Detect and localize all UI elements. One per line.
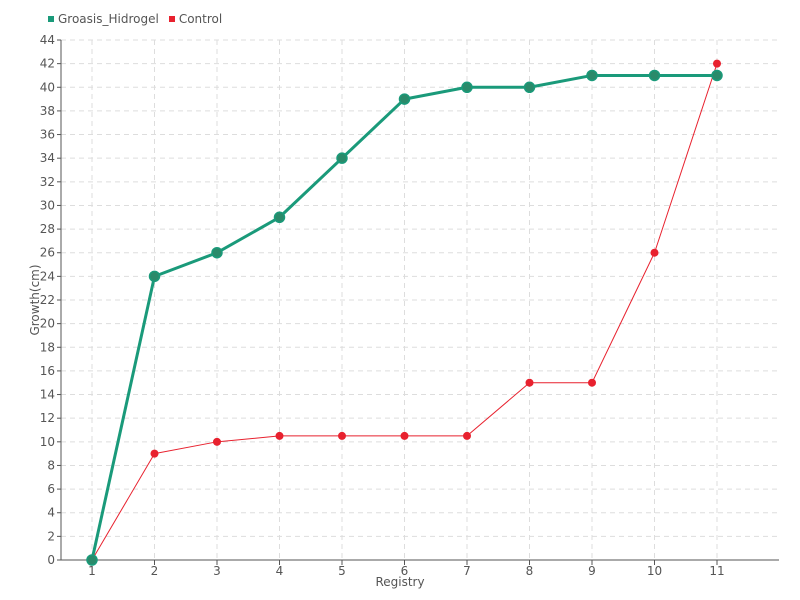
data-point-groasis[interactable] [86, 554, 98, 566]
y-tick-label: 40 [40, 80, 55, 94]
data-point-groasis[interactable] [273, 211, 286, 224]
data-point-control[interactable] [400, 431, 409, 440]
y-tick-label: 42 [40, 57, 55, 71]
data-point-control[interactable] [338, 431, 346, 440]
chart-legend: Groasis_Hidrogel Control [48, 12, 222, 26]
y-tick-label: 14 [40, 388, 55, 402]
y-axis-label: Growth(cm) [28, 264, 42, 335]
y-tick-label: 24 [40, 269, 55, 283]
x-tick-label: 2 [151, 564, 159, 578]
legend-swatch-groasis [48, 16, 54, 22]
y-tick-label: 32 [40, 175, 55, 189]
data-point-groasis[interactable] [648, 69, 661, 82]
data-point-groasis[interactable] [398, 93, 411, 105]
x-tick-label: 6 [401, 564, 409, 578]
data-point-control[interactable] [525, 378, 534, 387]
x-tick-label: 9 [588, 564, 596, 578]
y-tick-label: 12 [40, 411, 55, 425]
x-tick-label: 5 [338, 564, 346, 578]
legend-swatch-control [168, 16, 175, 22]
x-tick-label: 1 [88, 564, 96, 578]
data-point-groasis[interactable] [523, 81, 536, 94]
data-point-control[interactable] [150, 449, 159, 458]
data-point-groasis[interactable] [211, 246, 223, 259]
y-tick-label: 36 [40, 128, 55, 142]
x-tick-label: 7 [463, 564, 471, 578]
y-tick-label: 10 [40, 435, 55, 449]
y-tick-label: 30 [40, 198, 55, 212]
y-tick-label: 8 [47, 458, 55, 472]
data-point-groasis[interactable] [336, 152, 348, 164]
data-point-groasis[interactable] [148, 270, 161, 283]
y-tick-label: 38 [40, 104, 55, 118]
y-tick-label: 44 [40, 33, 55, 47]
legend-item-groasis[interactable]: Groasis_Hidrogel [48, 12, 159, 26]
data-point-control[interactable] [213, 437, 221, 446]
y-tick-label: 20 [40, 317, 55, 331]
y-tick-label: 34 [40, 151, 55, 165]
y-tick-label: 4 [47, 506, 55, 520]
data-point-control[interactable] [463, 431, 471, 440]
data-point-control[interactable] [650, 248, 659, 257]
x-tick-label: 11 [709, 564, 724, 578]
legend-label-control: Control [178, 12, 223, 26]
y-tick-label: 6 [47, 482, 55, 496]
y-tick-label: 28 [40, 222, 55, 236]
x-tick-label: 3 [213, 564, 221, 578]
y-tick-label: 0 [47, 553, 55, 567]
data-point-control[interactable] [275, 431, 284, 440]
x-tick-label: 10 [647, 564, 662, 578]
data-point-groasis[interactable] [711, 69, 723, 82]
legend-item-control[interactable]: Control [168, 12, 223, 26]
data-point-control[interactable] [713, 59, 721, 68]
data-point-control[interactable] [588, 378, 596, 387]
data-point-groasis[interactable] [461, 81, 473, 94]
x-tick-label: 4 [276, 564, 284, 578]
x-axis-label: Registry [375, 575, 424, 589]
y-tick-label: 26 [40, 246, 55, 260]
legend-label-groasis: Groasis_Hidrogel [58, 12, 159, 26]
y-tick-label: 2 [47, 529, 55, 543]
x-tick-label: 8 [526, 564, 534, 578]
y-tick-label: 22 [40, 293, 55, 307]
y-tick-label: 16 [40, 364, 55, 378]
y-tick-label: 18 [40, 340, 55, 354]
data-point-groasis[interactable] [586, 69, 598, 82]
